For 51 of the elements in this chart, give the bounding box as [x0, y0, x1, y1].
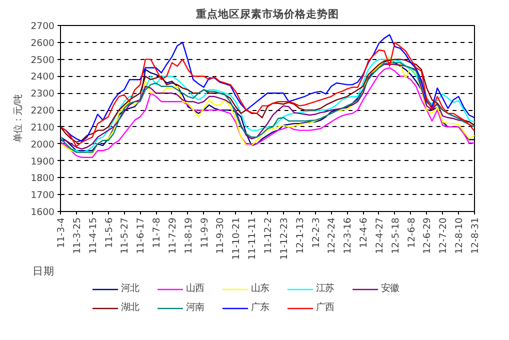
x-tick-label: 12-3-16 [342, 217, 354, 254]
legend-label: 河南 [186, 301, 206, 314]
legend-label: 江苏 [316, 282, 335, 295]
y-tick-label: 1900 [30, 156, 55, 168]
x-tick-label: 11-5-6 [104, 217, 115, 248]
x-tick-label: 11-10-21 [231, 217, 242, 260]
legend-label: 广西 [316, 301, 335, 314]
y-tick-label: 2200 [30, 106, 55, 117]
x-tick-label: 12-6-29 [422, 217, 434, 254]
x-tick-label: 11-4-15 [88, 217, 99, 254]
legend-label: 河北 [121, 282, 140, 295]
x-tick-label: 12-2-24 [326, 217, 338, 254]
x-tick-label: 11-3-25 [72, 217, 83, 254]
legend-label: 安徽 [381, 282, 400, 295]
x-tick-label: 11-9-30 [215, 217, 226, 254]
y-tick-label: 2000 [30, 139, 55, 150]
y-tick-label: 1700 [30, 190, 55, 202]
x-tick-label: 11-3-4 [56, 217, 67, 248]
x-tick-label: 12-8-10 [454, 217, 466, 254]
x-tick-label: 11-7-29 [167, 217, 178, 254]
x-tick-label: 11-9-9 [199, 217, 210, 248]
y-tick-label: 1600 [30, 207, 55, 218]
y-tick-label: 2300 [30, 88, 55, 100]
x-tick-label: 11-12-2 [263, 218, 274, 254]
legend-label: 广东 [251, 301, 270, 314]
y-tick-label: 2400 [30, 72, 55, 83]
y-tick-label: 2100 [30, 122, 55, 134]
x-tick-label: 12-4-6 [358, 217, 370, 248]
x-tick-label: 12-5-18 [390, 217, 402, 254]
x-tick-label: 12-8-31 [470, 217, 481, 254]
x-tick-label: 11-8-19 [183, 217, 194, 254]
x-tick-label: 11-7-8 [152, 217, 163, 248]
y-axis-title: 单位：元/吨 [12, 94, 24, 143]
x-tick-label: 11-11-11 [247, 217, 258, 260]
x-tick-label: 12-7-20 [438, 217, 450, 254]
y-tick-label: 2700 [30, 21, 55, 32]
x-tick-label: 11-6-17 [136, 217, 147, 254]
legend-label: 山东 [251, 282, 270, 295]
x-tick-label: 12-6-8 [406, 217, 418, 248]
chart-title: 重点地区尿素市场价格走势图 [195, 8, 339, 20]
legend-label: 湖北 [121, 301, 140, 314]
legend-label: 山西 [186, 282, 205, 295]
x-tick-label: 11-5-27 [120, 217, 131, 254]
y-tick-label: 1800 [30, 173, 55, 184]
y-tick-label: 2600 [30, 38, 55, 49]
x-tick-label: 11-12-23 [278, 217, 290, 260]
x-tick-label: 12-4-27 [374, 217, 386, 254]
y-tick-label: 2500 [30, 54, 55, 66]
x-tick-label: 12-2-3 [310, 217, 322, 248]
x-axis-title: 日期 [32, 264, 54, 278]
x-tick-label: 12-1-13 [294, 217, 306, 254]
